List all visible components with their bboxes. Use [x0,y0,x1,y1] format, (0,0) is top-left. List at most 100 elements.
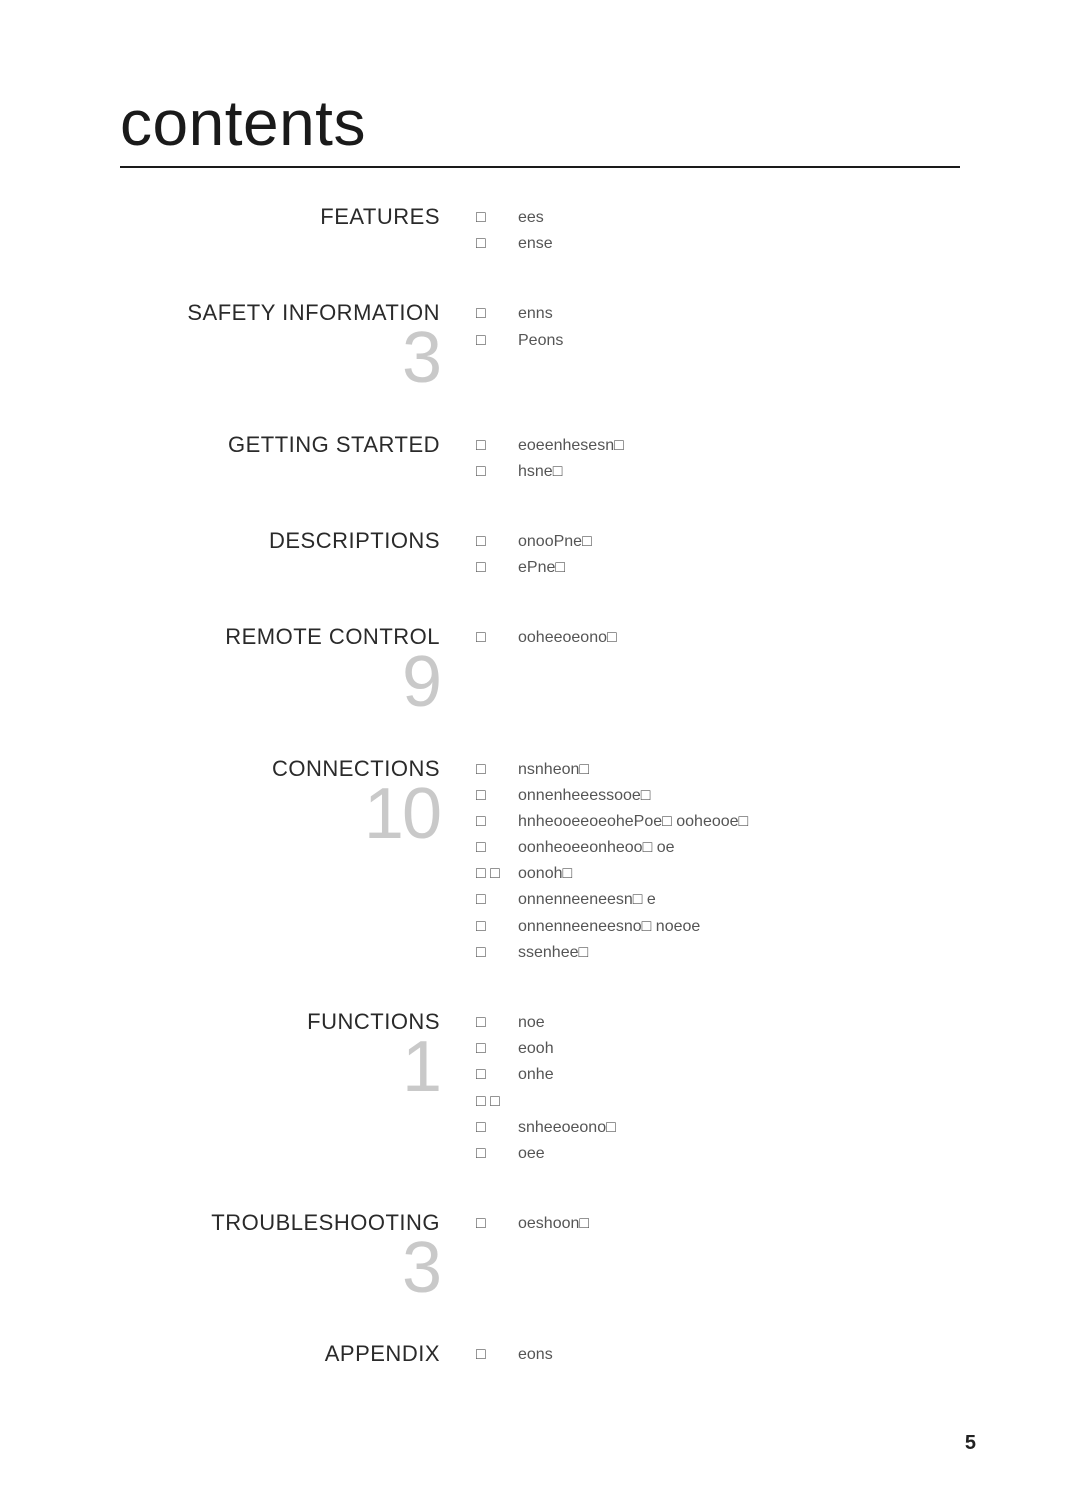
toc-entry-text: oeshoon□ [518,1212,960,1235]
toc-section-number: 1 [120,1037,440,1098]
toc-entry-page: □ □ [476,862,504,885]
page-number: 5 [965,1432,976,1455]
toc-entry: □ oeshoon□ [476,1212,960,1235]
toc-entry: □ □ oonoh□ [476,862,960,885]
toc-entry-page: □ [476,758,504,781]
toc-entry: □ oee [476,1142,960,1165]
toc-entry-text: eoeenhesesn□ [518,434,960,457]
toc-entry: □ onhe [476,1063,960,1086]
toc-entry: □ onnenneeneesn□ e [476,888,960,911]
toc-entry: □ enns [476,302,960,325]
toc-entry-text: hnheooeeoeohePoe□ ooheooe□ [518,810,960,833]
table-of-contents: FEATURES □ ees □ ense SAFETY INFORMATION 3… [120,204,960,1370]
toc-entry: □ eons [476,1343,960,1366]
toc-section-entries: □ noe □ eooh □ onhe □ □ □snheeoeono□ □ oee [476,1009,960,1168]
toc-entry-page: □ [476,460,504,483]
toc-section-entries: □ oeshoon□ [476,1210,960,1299]
toc-section-heading: REMOTE CONTROL [120,624,440,650]
toc-entry-text: ooheeoeono□ [518,626,960,649]
toc-section-number: 10 [120,784,440,845]
toc-section-left: CONNECTIONS 10 [120,756,440,968]
toc-section-number: 9 [120,652,440,713]
toc-entry-page: □ [476,1343,504,1366]
toc-entry-text: ssenhee□ [518,941,960,964]
toc-section-left: REMOTE CONTROL 9 [120,624,440,713]
toc-entry-text: onooPne□ [518,530,960,553]
toc-entry-page: □ [476,915,504,938]
toc-section-heading: SAFETY INFORMATION [120,300,440,326]
toc-section-entries: □ nsnheon□ □ onnenheeessooe□ □ hnheooeeoeoh… [476,756,960,968]
toc-entry-text: nsnheon□ [518,758,960,781]
toc-entry-text: oonoh□ [518,862,960,885]
toc-section-heading: FUNCTIONS [120,1009,440,1035]
toc-entry-page: □ [476,626,504,649]
toc-section-heading: TROUBLESHOOTING [120,1210,440,1236]
toc-section-left: FEATURES [120,204,440,258]
toc-entry-text: onnenheeessooe□ [518,784,960,807]
toc-entry-page: □ [476,232,504,255]
toc-entry-text: onnenneeneesno□ noeoe [518,915,960,938]
toc-entry: □ noe [476,1011,960,1034]
toc-entry: □ ense [476,232,960,255]
toc-entry-page: □ [476,556,504,579]
toc-entry-page: □ [476,530,504,553]
toc-section-left: FUNCTIONS 1 [120,1009,440,1168]
toc-section-entries: □ eoeenhesesn□ □ hsne□ [476,432,960,486]
toc-entry-page: □ [476,810,504,833]
toc-entry-text: hsne□ [518,460,960,483]
toc-entry-page: □ [476,206,504,229]
toc-entry: □ssenhee□ [476,941,960,964]
toc-entry: □ nsnheon□ [476,758,960,781]
toc-entry-page: □ [476,1011,504,1034]
toc-section-entries: □ ooheeoeono□ [476,624,960,713]
toc-entry-text: enns [518,302,960,325]
toc-entry-text: oonheoeeonheoo□ oe [518,836,960,859]
toc-entry-page: □ [476,302,504,325]
toc-entry-text [518,1090,960,1113]
toc-entry-page: □ [476,329,504,352]
toc-entry: □snheeoeono□ [476,1116,960,1139]
page-title: contents [120,86,960,168]
toc-section-number: 3 [120,1238,440,1299]
toc-section-entries: □ eons [476,1341,960,1369]
toc-entry-text: eooh [518,1037,960,1060]
toc-entry: □ □ [476,1090,960,1113]
toc-entry: □ onnenneeneesno□ noeoe [476,915,960,938]
toc-entry-page: □ □ [476,1090,504,1113]
toc-entry: □ ees [476,206,960,229]
toc-section-left: APPENDIX [120,1341,440,1369]
toc-entry: □ eoeenhesesn□ [476,434,960,457]
toc-entry-page: □ [476,1212,504,1235]
toc-section-heading: GETTING STARTED [120,432,440,458]
toc-entry: □ Peons [476,329,960,352]
toc-section-left: GETTING STARTED [120,432,440,486]
toc-entry-text: ePne□ [518,556,960,579]
toc-section-entries: □ enns □ Peons [476,300,960,389]
toc-entry: □ hsne□ [476,460,960,483]
toc-entry-text: noe [518,1011,960,1034]
toc-entry-page: □ [476,1142,504,1165]
toc-entry-page: □ [476,888,504,911]
toc-section-heading: DESCRIPTIONS [120,528,440,554]
toc-entry-text: oee [518,1142,960,1165]
toc-entry-text: Peons [518,329,960,352]
toc-entry-page: □ [476,1116,504,1139]
toc-section-number: 3 [120,328,440,389]
toc-entry: □ onooPne□ [476,530,960,553]
toc-entry-page: □ [476,1037,504,1060]
toc-entry-text: ees [518,206,960,229]
toc-section-left: DESCRIPTIONS [120,528,440,582]
toc-entry-text: eons [518,1343,960,1366]
toc-section-left: TROUBLESHOOTING 3 [120,1210,440,1299]
toc-entry-text: ense [518,232,960,255]
toc-entry: □ ooheeoeono□ [476,626,960,649]
toc-section-heading: FEATURES [120,204,440,230]
toc-entry-page: □ [476,1063,504,1086]
toc-entry: □ hnheooeeoeohePoe□ ooheooe□ [476,810,960,833]
toc-entry: □ eooh [476,1037,960,1060]
toc-section-entries: □ ees □ ense [476,204,960,258]
toc-entry-text: onhe [518,1063,960,1086]
toc-entry-page: □ [476,836,504,859]
toc-entry-text: onnenneeneesn□ e [518,888,960,911]
toc-entry-page: □ [476,434,504,457]
